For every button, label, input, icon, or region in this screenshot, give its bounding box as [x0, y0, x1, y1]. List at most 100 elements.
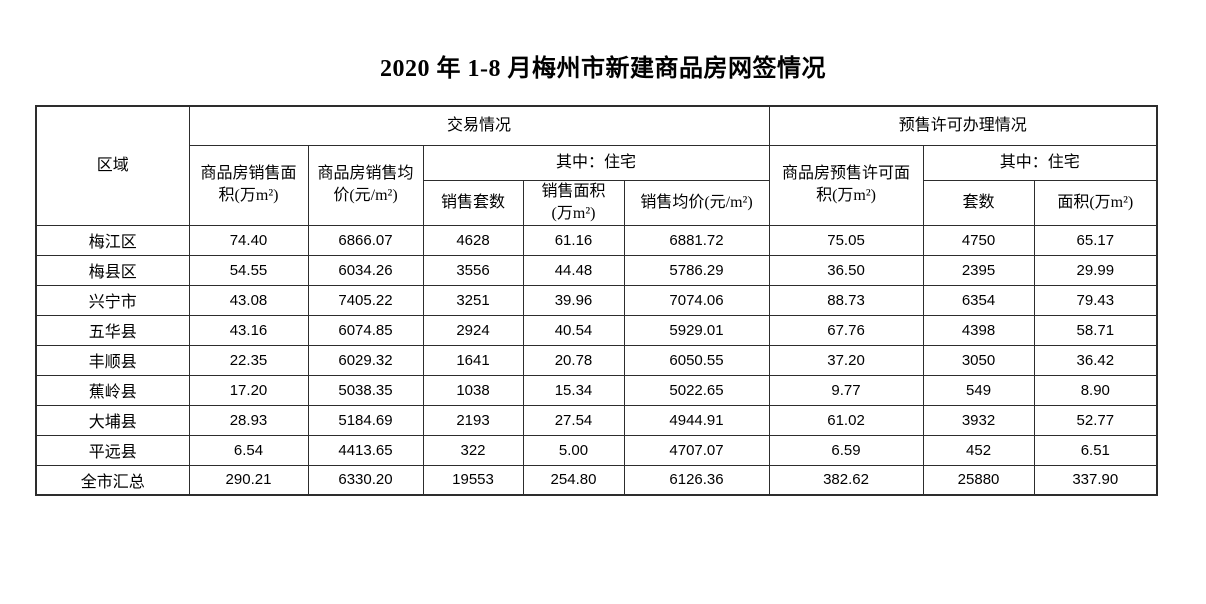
value-cell: 8.90 [1033, 374, 1158, 406]
region-cell: 五华县 [35, 314, 190, 346]
value-cell: 4707.07 [623, 434, 770, 466]
value-cell: 2193 [422, 404, 524, 436]
value-cell: 52.77 [1033, 404, 1158, 436]
region-cell: 丰顺县 [35, 344, 190, 376]
table-row: 梅县区 54.55 6034.26 3556 44.48 5786.29 36.50 2395… [35, 254, 1158, 286]
value-cell: 75.05 [768, 224, 924, 256]
value-cell: 5022.65 [623, 374, 770, 406]
region-cell: 全市汇总 [35, 464, 190, 496]
value-cell: 67.76 [768, 314, 924, 346]
value-cell: 5038.35 [307, 374, 424, 406]
value-cell: 6.54 [188, 434, 309, 466]
region-cell: 蕉岭县 [35, 374, 190, 406]
header-res-avg-price: 销售均价(元/m²) [623, 179, 770, 226]
region-cell: 大埔县 [35, 404, 190, 436]
value-cell: 1641 [422, 344, 524, 376]
table-row: 丰顺县 22.35 6029.32 1641 20.78 6050.55 37.20 3050… [35, 344, 1158, 376]
value-cell: 6126.36 [623, 464, 770, 496]
value-cell: 452 [922, 434, 1035, 466]
header-region: 区域 [35, 105, 190, 226]
header-presale-area: 商品房预售许可面 积(万m²) [768, 144, 924, 226]
value-cell: 5929.01 [623, 314, 770, 346]
value-cell: 6050.55 [623, 344, 770, 376]
table-row: 蕉岭县 17.20 5038.35 1038 15.34 5022.65 9.77 549 8.… [35, 374, 1158, 406]
value-cell: 36.42 [1033, 344, 1158, 376]
region-cell: 平远县 [35, 434, 190, 466]
value-cell: 39.96 [522, 284, 625, 316]
region-cell: 梅江区 [35, 224, 190, 256]
header-sale-area: 商品房销售面 积(万m²) [188, 144, 309, 226]
value-cell: 22.35 [188, 344, 309, 376]
value-cell: 61.16 [522, 224, 625, 256]
value-cell: 382.62 [768, 464, 924, 496]
value-cell: 79.43 [1033, 284, 1158, 316]
value-cell: 17.20 [188, 374, 309, 406]
value-cell: 40.54 [522, 314, 625, 346]
table-row: 平远县 6.54 4413.65 322 5.00 4707.07 6.59 452 6.51 [35, 434, 1158, 466]
housing-data-table: 区域 交易情况 预售许可办理情况 商品房销售面 积(万m²) 商品房销售均 价(… [35, 105, 1159, 496]
header-presale-group: 预售许可办理情况 [768, 105, 1158, 146]
value-cell: 322 [422, 434, 524, 466]
header-residential-sub-presale: 其中：住宅 [922, 144, 1158, 181]
value-cell: 4628 [422, 224, 524, 256]
value-cell: 5786.29 [623, 254, 770, 286]
value-cell: 43.16 [188, 314, 309, 346]
value-cell: 6354 [922, 284, 1035, 316]
value-cell: 337.90 [1033, 464, 1158, 496]
value-cell: 290.21 [188, 464, 309, 496]
value-cell: 4413.65 [307, 434, 424, 466]
value-cell: 65.17 [1033, 224, 1158, 256]
value-cell: 7405.22 [307, 284, 424, 316]
value-cell: 6.51 [1033, 434, 1158, 466]
value-cell: 6034.26 [307, 254, 424, 286]
value-cell: 6866.07 [307, 224, 424, 256]
value-cell: 549 [922, 374, 1035, 406]
header-presale-res-area: 面积(万m²) [1033, 179, 1158, 226]
value-cell: 43.08 [188, 284, 309, 316]
table-row: 梅江区 74.40 6866.07 4628 61.16 6881.72 75.05 4750… [35, 224, 1158, 256]
value-cell: 1038 [422, 374, 524, 406]
value-cell: 28.93 [188, 404, 309, 436]
value-cell: 4750 [922, 224, 1035, 256]
table-row: 大埔县 28.93 5184.69 2193 27.54 4944.91 61.02 3932… [35, 404, 1158, 436]
value-cell: 6074.85 [307, 314, 424, 346]
value-cell: 6029.32 [307, 344, 424, 376]
value-cell: 3251 [422, 284, 524, 316]
header-transaction-group: 交易情况 [188, 105, 770, 146]
value-cell: 37.20 [768, 344, 924, 376]
value-cell: 2924 [422, 314, 524, 346]
value-cell: 3050 [922, 344, 1035, 376]
value-cell: 5184.69 [307, 404, 424, 436]
value-cell: 58.71 [1033, 314, 1158, 346]
value-cell: 6881.72 [623, 224, 770, 256]
value-cell: 29.99 [1033, 254, 1158, 286]
value-cell: 6.59 [768, 434, 924, 466]
header-row-sub: 商品房销售面 积(万m²) 商品房销售均 价(元/m²) 其中：住宅 商品房预售… [36, 144, 1158, 226]
value-cell: 2395 [922, 254, 1035, 286]
value-cell: 6330.20 [307, 464, 424, 496]
header-row-leaf: 销售套数 销售面积 (万m²) 销售均价(元/m²) 套数 面积(万m²) [36, 179, 1158, 226]
value-cell: 3556 [422, 254, 524, 286]
table-body: 梅江区 74.40 6866.07 4628 61.16 6881.72 75.05 4750… [35, 224, 1158, 496]
value-cell: 9.77 [768, 374, 924, 406]
header-res-sale-area: 销售面积 (万m²) [522, 179, 625, 226]
value-cell: 4944.91 [623, 404, 770, 436]
header-presale-units: 套数 [922, 179, 1035, 226]
region-cell: 兴宁市 [35, 284, 190, 316]
table-row: 五华县 43.16 6074.85 2924 40.54 5929.01 67.76 4398… [35, 314, 1158, 346]
value-cell: 15.34 [522, 374, 625, 406]
value-cell: 74.40 [188, 224, 309, 256]
header-row-groups: 区域 交易情况 预售许可办理情况 [35, 105, 1158, 226]
value-cell: 4398 [922, 314, 1035, 346]
value-cell: 61.02 [768, 404, 924, 436]
header-residential-sub-transaction: 其中：住宅 [422, 144, 770, 181]
value-cell: 7074.06 [623, 284, 770, 316]
value-cell: 3932 [922, 404, 1035, 436]
value-cell: 254.80 [522, 464, 625, 496]
table-header: 区域 交易情况 预售许可办理情况 商品房销售面 积(万m²) 商品房销售均 价(… [35, 105, 1158, 226]
value-cell: 88.73 [768, 284, 924, 316]
value-cell: 44.48 [522, 254, 625, 286]
table-row: 全市汇总 290.21 6330.20 19553 254.80 6126.36 382.6… [35, 464, 1158, 496]
value-cell: 27.54 [522, 404, 625, 436]
header-sale-units: 销售套数 [422, 179, 524, 226]
